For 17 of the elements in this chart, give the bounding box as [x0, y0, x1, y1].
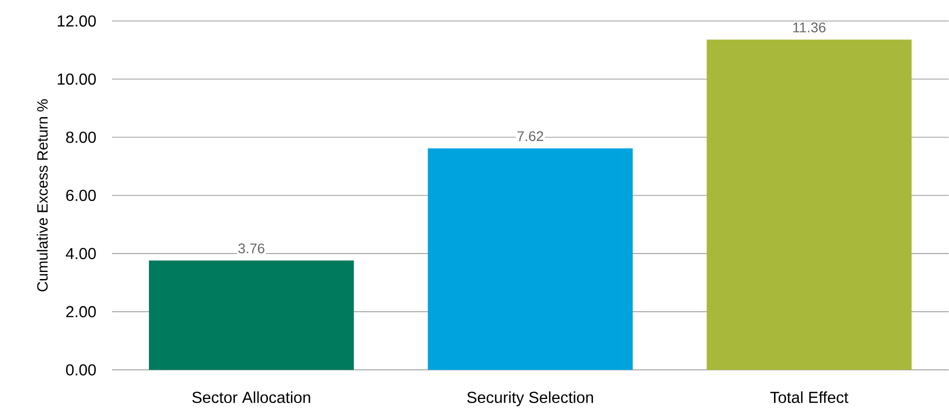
x-tick-label: Security Selection — [467, 391, 593, 406]
bar — [148, 260, 354, 370]
y-tick-label: 8.00 — [66, 132, 96, 144]
x-tick-label: Total Effect — [770, 391, 848, 404]
x-tick-label: Sector Allocation — [192, 391, 310, 404]
y-tick-label: 4.00 — [66, 248, 96, 260]
y-tick-label: 0.00 — [66, 364, 96, 376]
y-tick-label: 2.00 — [66, 306, 96, 318]
data-label: 3.76 — [238, 244, 264, 254]
y-tick-label: 12.00 — [58, 15, 96, 27]
bar — [706, 40, 912, 370]
data-label: 7.62 — [517, 131, 544, 142]
y-tick-label: 6.00 — [66, 190, 96, 202]
y-tick-label: 10.00 — [58, 74, 96, 85]
y-axis-title: Cumulative Excess Return % — [36, 99, 48, 292]
data-label: 11.36 — [793, 22, 826, 32]
bar — [428, 148, 633, 370]
